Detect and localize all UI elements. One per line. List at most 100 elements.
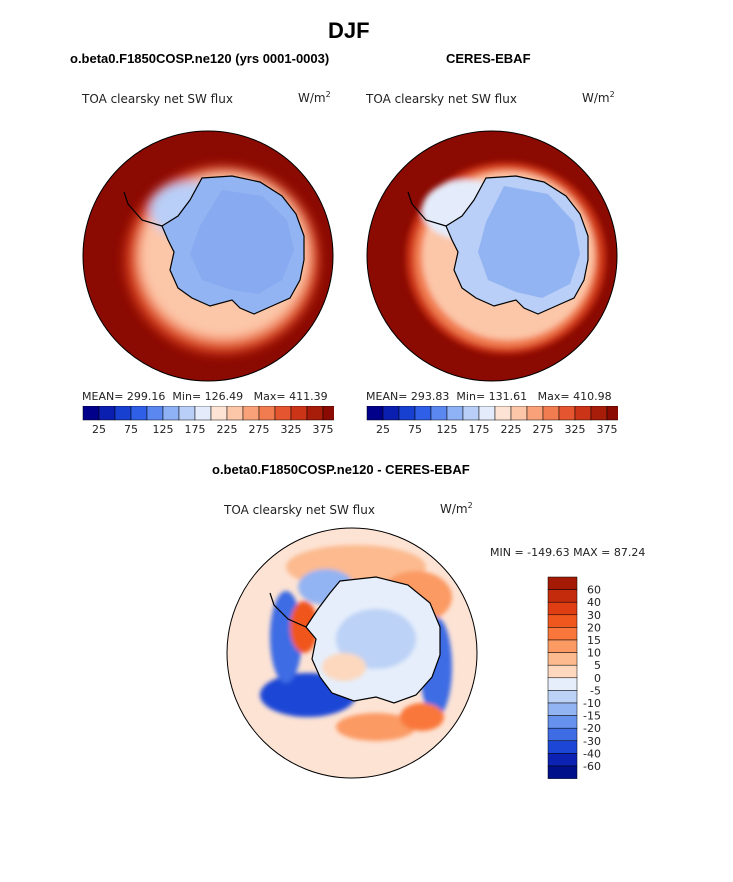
diff-colorbar-tick-label: 30: [587, 609, 601, 622]
diff-colorbar-box: [547, 740, 578, 754]
right-colorbar-box: [462, 406, 480, 421]
left-colorbar-box: [146, 406, 164, 421]
right-colorbar-tick-label: 225: [501, 423, 522, 436]
diff-colorbar-tick-label: -60: [583, 760, 601, 773]
diff-colorbar-tick-label: -15: [583, 710, 601, 723]
diff-colorbar-box: [547, 627, 578, 641]
left-colorbar-tick-label: 275: [249, 423, 270, 436]
left-stats: MEAN= 299.16 Min= 126.49 Max= 411.39: [82, 390, 328, 403]
diff-units-label: W/m2: [440, 501, 473, 516]
right-colorbar-tick-label: 275: [533, 423, 554, 436]
left-colorbar-box: [178, 406, 196, 421]
diff-colorbar-box: [547, 765, 578, 779]
left-colorbar-box: [290, 406, 308, 421]
diff-variable-label: TOA clearsky net SW flux: [224, 503, 375, 517]
left-colorbar-box: [82, 406, 100, 421]
right-colorbar-box: [430, 406, 448, 421]
left-variable-label: TOA clearsky net SW flux: [82, 92, 233, 106]
diff-colorbar-tick-label: 20: [587, 621, 601, 634]
diff-title: o.beta0.F1850COSP.ne120 - CERES-EBAF: [212, 462, 470, 477]
right-case-label: CERES-EBAF: [446, 51, 531, 66]
right-variable-label: TOA clearsky net SW flux: [366, 92, 517, 106]
left-colorbar-tick-label: 125: [153, 423, 174, 436]
diff-polar-map: [226, 527, 478, 779]
diff-colorbar-tick-label: 40: [587, 596, 601, 609]
right-colorbar-box: [366, 406, 384, 421]
right-stats: MEAN= 293.83 Min= 131.61 Max= 410.98: [366, 390, 612, 403]
diff-colorbar-tick-label: -20: [583, 722, 601, 735]
right-colorbar-box: [574, 406, 592, 421]
right-colorbar-box: [510, 406, 528, 421]
right-colorbar-tick-label: 325: [565, 423, 586, 436]
right-colorbar-box: [542, 406, 560, 421]
right-colorbar-tick-label: 375: [597, 423, 618, 436]
diff-colorbar-tick-label: 10: [587, 647, 601, 660]
diff-colorbar-box: [547, 727, 578, 742]
right-polar-map: [366, 130, 618, 382]
diff-colorbar-tick-label: -5: [590, 684, 601, 697]
diff-map-border: [226, 527, 478, 779]
left-colorbar-box: [98, 406, 116, 421]
right-coastline: [445, 175, 589, 315]
diff-colorbar-tick-label: 15: [587, 634, 601, 647]
left-colorbar-tick-label: 225: [217, 423, 238, 436]
left-colorbar-box: [226, 406, 244, 421]
diff-colorbar-tick-label: 0: [594, 672, 601, 685]
left-colorbar-box: [242, 406, 260, 421]
right-colorbar-box: [398, 406, 416, 421]
diff-colorbar-box: [547, 753, 578, 767]
diff-colorbar-box: [547, 715, 578, 729]
diff-colorbar-box: [547, 652, 578, 666]
right-colorbar-tick-label: 125: [437, 423, 458, 436]
left-case-label: o.beta0.F1850COSP.ne120 (yrs 0001-0003): [70, 51, 330, 66]
right-colorbar-box: [478, 406, 496, 421]
diff-colorbar-box: [547, 690, 578, 704]
left-colorbar-box: [130, 406, 148, 421]
diff-colorbar-box: [547, 576, 578, 590]
left-colorbar-tick-label: 375: [313, 423, 334, 436]
right-colorbar-box: [526, 406, 544, 421]
diff-colorbar-box: [547, 664, 578, 679]
left-coastline: [161, 175, 305, 315]
right-colorbar-tick-label: 25: [376, 423, 390, 436]
right-colorbar-tick-label: 75: [408, 423, 422, 436]
right-units-label: W/m2: [582, 90, 615, 105]
left-colorbar-box: [114, 406, 132, 421]
diff-colorbar-tick-label: -10: [583, 697, 601, 710]
diff-colorbar-box: [547, 589, 578, 603]
diff-colorbar-tick-label: -40: [583, 747, 601, 760]
left-polar-map: [82, 130, 334, 382]
right-colorbar-box: [382, 406, 400, 421]
diff-minmax: MIN = -149.63 MAX = 87.24: [490, 546, 646, 559]
right-colorbar-box: [558, 406, 576, 421]
diff-colorbar-box: [547, 601, 578, 616]
left-colorbar-tick-label: 75: [124, 423, 138, 436]
right-colorbar-box: [606, 406, 618, 421]
left-colorbar-tick-label: 175: [185, 423, 206, 436]
left-colorbar-box: [322, 406, 334, 421]
left-colorbar-tick-label: 25: [92, 423, 106, 436]
diff-colorbar-box: [547, 639, 578, 653]
left-colorbar-box: [162, 406, 180, 421]
diff-colorbar-box: [547, 677, 578, 691]
left-colorbar: 25 75 125 175 225 275 325 375: [82, 406, 334, 436]
right-colorbar-box: [494, 406, 512, 421]
right-colorbar-box: [414, 406, 432, 421]
left-colorbar-box: [274, 406, 292, 421]
right-colorbar-box: [590, 406, 608, 421]
left-colorbar-box: [306, 406, 324, 421]
right-colorbar: 25 75 125 175 225 275 325 375: [366, 406, 618, 436]
season-title: DJF: [328, 18, 370, 43]
right-map-border: [366, 130, 618, 382]
left-map-border: [82, 130, 334, 382]
diff-colorbar-box: [547, 702, 578, 716]
left-units-label: W/m2: [298, 90, 331, 105]
diff-colorbar-tick-label: -30: [583, 735, 601, 748]
diff-colorbar-tick-label: 60: [587, 584, 601, 597]
right-colorbar-tick-label: 175: [469, 423, 490, 436]
right-colorbar-box: [446, 406, 464, 421]
left-colorbar-box: [210, 406, 228, 421]
left-colorbar-box: [194, 406, 212, 421]
diff-colorbar-box: [547, 614, 578, 628]
